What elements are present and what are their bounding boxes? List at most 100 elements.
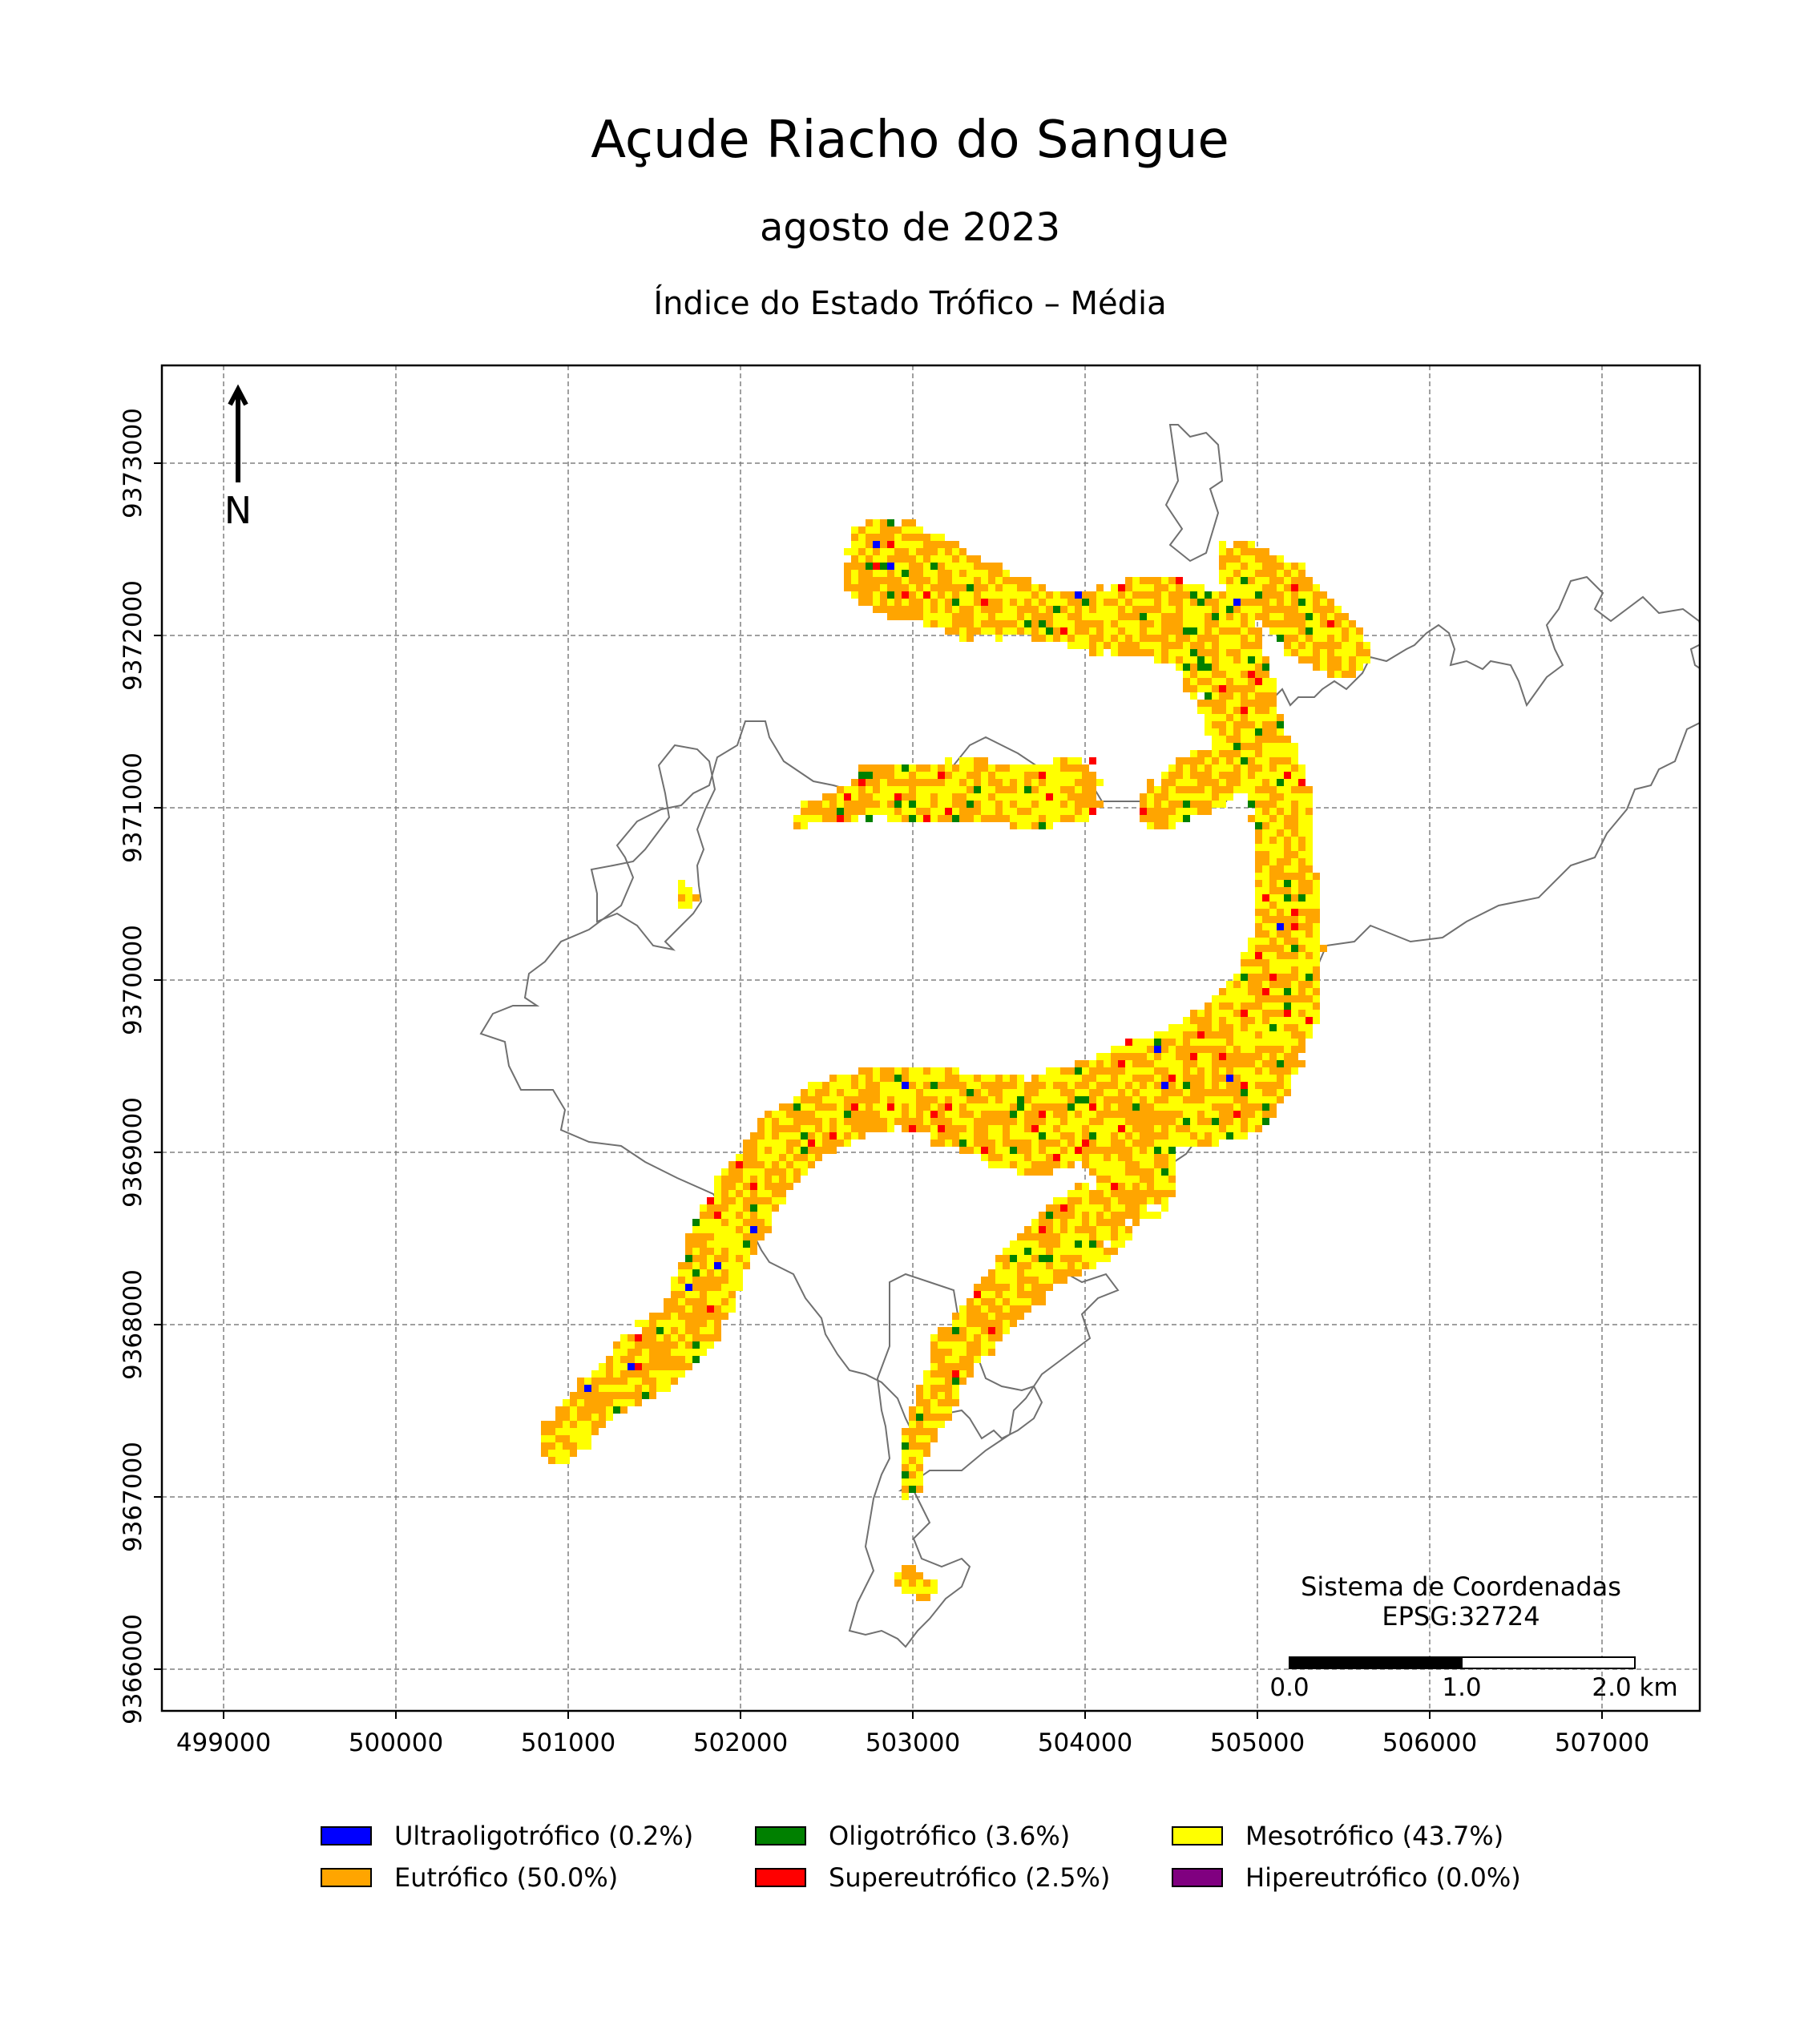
raster-cell	[916, 591, 923, 599]
raster-cell	[1147, 577, 1154, 584]
raster-cell	[981, 599, 988, 606]
raster-cell	[959, 577, 966, 584]
raster-cell	[1140, 577, 1147, 584]
raster-cell	[1168, 656, 1176, 664]
raster-cell	[1197, 613, 1205, 620]
raster-cell	[1233, 678, 1241, 685]
raster-cell	[1241, 664, 1248, 671]
raster-cell	[1284, 736, 1291, 743]
raster-cell	[959, 613, 966, 620]
raster-cell	[1190, 656, 1197, 664]
raster-cell	[981, 591, 988, 599]
raster-cell	[894, 541, 902, 548]
raster-cell	[938, 577, 945, 584]
raster-cell	[1096, 620, 1104, 627]
raster-cell	[930, 613, 938, 620]
raster-cell	[866, 599, 873, 606]
raster-cell	[1176, 656, 1183, 664]
raster-cell	[938, 599, 945, 606]
raster-cell	[1176, 577, 1183, 584]
raster-cell	[1226, 627, 1233, 635]
raster-cell	[1205, 728, 1212, 736]
raster-cell	[1226, 736, 1233, 743]
raster-cell	[1183, 599, 1190, 606]
raster-cell	[887, 599, 894, 606]
raster-cell	[1183, 642, 1190, 649]
raster-cell	[1060, 635, 1067, 642]
raster-cell	[1248, 620, 1255, 627]
raster-cell	[851, 563, 858, 570]
raster-cell	[866, 563, 873, 570]
raster-cell	[916, 584, 923, 591]
raster-cell	[945, 570, 952, 577]
raster-cell	[995, 635, 1003, 642]
raster-cell	[1219, 721, 1226, 728]
raster-cell	[1118, 613, 1125, 620]
raster-cell	[1060, 606, 1067, 613]
raster-cell	[866, 526, 873, 534]
raster-cell	[909, 548, 916, 555]
raster-cell	[1003, 591, 1010, 599]
raster-cell	[959, 599, 966, 606]
raster-cell	[1140, 627, 1147, 635]
raster-cell	[1277, 736, 1284, 743]
raster-cell	[1168, 591, 1176, 599]
raster-cell	[1096, 627, 1104, 635]
raster-cell	[880, 570, 887, 577]
raster-cell	[1031, 584, 1039, 591]
raster-cell	[1255, 685, 1262, 692]
raster-cell	[844, 570, 851, 577]
raster-cell	[902, 613, 909, 620]
raster-cell	[1118, 584, 1125, 591]
raster-cell	[930, 570, 938, 577]
raster-cell	[1248, 815, 1255, 822]
raster-cell	[909, 606, 916, 613]
raster-cell	[1212, 685, 1219, 692]
raster-cell	[1190, 685, 1197, 692]
raster-cell	[1212, 613, 1219, 620]
raster-cell	[1197, 642, 1205, 649]
raster-cell	[1219, 635, 1226, 642]
raster-cell	[894, 563, 902, 570]
raster-cell	[1082, 642, 1089, 649]
raster-cell	[930, 620, 938, 627]
raster-cell	[988, 584, 995, 591]
raster-cell	[988, 613, 995, 620]
raster-cell	[952, 584, 959, 591]
raster-cell	[1125, 613, 1132, 620]
raster-cell	[1212, 606, 1219, 613]
raster-cell	[1017, 599, 1024, 606]
raster-cell	[851, 541, 858, 548]
raster-cell	[902, 606, 909, 613]
reservoir-outline-south-arm	[848, 1273, 1043, 1648]
raster-cell	[1298, 801, 1305, 808]
raster-cell	[1075, 635, 1082, 642]
raster-cell	[1132, 577, 1140, 584]
raster-cell	[981, 620, 988, 627]
raster-cell	[1197, 620, 1205, 627]
raster-cell	[1082, 613, 1089, 620]
raster-cell	[1067, 591, 1075, 599]
raster-cell	[930, 606, 938, 613]
raster-cell	[1176, 664, 1183, 671]
raster-cell	[1291, 764, 1298, 772]
raster-cell	[1183, 685, 1190, 692]
raster-cell	[1219, 714, 1226, 721]
raster-cell	[894, 548, 902, 555]
raster-cell	[1140, 606, 1147, 613]
raster-cell	[923, 541, 930, 548]
raster-cell	[974, 613, 981, 620]
raster-cell	[1197, 635, 1205, 642]
raster-cell	[1284, 743, 1291, 750]
raster-cell	[1111, 591, 1118, 599]
raster-cell	[880, 591, 887, 599]
raster-cell	[1096, 584, 1104, 591]
raster-cell	[1233, 714, 1241, 721]
raster-cell	[851, 555, 858, 563]
raster-cell	[995, 620, 1003, 627]
raster-cell	[1075, 613, 1082, 620]
raster-cell	[959, 548, 966, 555]
raster-cell	[1161, 577, 1168, 584]
raster-cell	[1132, 613, 1140, 620]
raster-cell	[1255, 642, 1262, 649]
